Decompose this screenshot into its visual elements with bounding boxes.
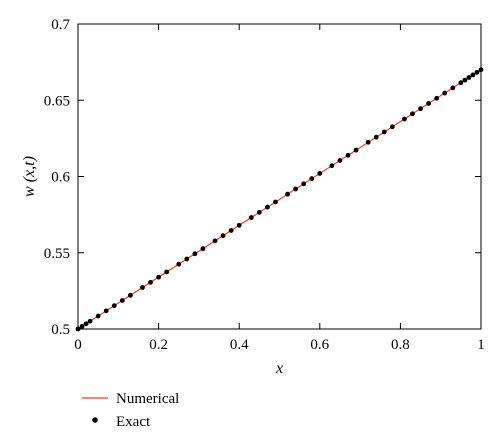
data-point-exact	[381, 129, 387, 135]
data-point-exact	[119, 298, 125, 303]
data-point-exact	[164, 269, 170, 275]
data-point-exact	[462, 77, 468, 83]
data-point-exact	[389, 124, 395, 130]
data-point-exact	[466, 75, 472, 80]
data-point-exact	[111, 303, 117, 309]
data-point-exact	[309, 176, 315, 182]
data-point-exact	[212, 238, 218, 244]
data-point-exact	[458, 80, 464, 86]
data-point-exact	[285, 191, 290, 197]
legend-dot-swatch	[92, 417, 98, 423]
data-point-exact	[79, 324, 85, 329]
x-axis-label: x	[275, 360, 283, 377]
data-point-exact	[418, 106, 423, 112]
data-point-exact	[265, 204, 270, 210]
y-tick-label: 0.5	[51, 322, 70, 338]
data-point-exact	[248, 215, 254, 220]
data-point-exact	[140, 285, 145, 290]
data-point-exact	[83, 321, 89, 327]
data-point-exact	[176, 261, 182, 267]
data-point-exact	[156, 274, 162, 280]
data-point-exact	[353, 147, 359, 153]
data-point-exact	[273, 199, 278, 205]
data-point-exact	[256, 209, 262, 215]
y-tick-label: 0.65	[44, 93, 70, 109]
data-point-exact	[301, 181, 307, 187]
data-point-exact	[474, 69, 480, 75]
axis-ticks: 0 0.2 0.4 0.6 0.8 1 0.5 0.55 0.6 0.65 0.7	[44, 17, 485, 353]
data-point-exact	[345, 152, 351, 158]
data-point-exact	[236, 222, 242, 228]
legend-label-numerical: Numerical	[116, 391, 179, 407]
x-tick-label: 1	[477, 337, 485, 353]
legend: Numerical Exact	[82, 391, 179, 430]
y-tick-label: 0.55	[44, 246, 70, 262]
plot-area	[75, 23, 484, 332]
data-point-exact	[220, 233, 226, 239]
data-point-exact	[373, 134, 379, 140]
data-point-exact	[470, 72, 476, 78]
data-point-exact	[450, 85, 456, 91]
data-point-exact	[192, 251, 198, 257]
data-point-exact	[329, 163, 335, 169]
x-tick-label: 0.2	[149, 337, 168, 353]
legend-label-exact: Exact	[116, 414, 151, 430]
data-point-exact	[410, 111, 415, 117]
data-point-exact	[127, 292, 133, 298]
y-tick-label: 0.7	[51, 17, 70, 33]
data-point-exact	[317, 171, 323, 176]
data-point-exact	[148, 279, 153, 285]
x-tick-label: 0	[74, 337, 82, 353]
data-point-exact	[200, 246, 206, 252]
x-tick-label: 0.4	[230, 337, 249, 353]
data-point-exact	[365, 139, 371, 145]
data-point-exact	[184, 256, 190, 262]
data-point-exact	[442, 90, 448, 96]
data-point-exact	[87, 318, 93, 324]
data-point-exact	[95, 313, 101, 319]
data-point-exact	[426, 101, 432, 106]
data-point-exact	[228, 228, 234, 233]
y-axis-label: w (x,t)	[21, 156, 38, 197]
data-point-exact	[478, 67, 484, 73]
data-point-exact	[402, 116, 407, 122]
plot-frame	[77, 23, 482, 330]
data-point-exact	[293, 186, 299, 192]
x-tick-label: 0.6	[310, 337, 329, 353]
y-tick-label: 0.6	[51, 170, 70, 186]
data-point-exact	[337, 158, 343, 163]
x-tick-label: 0.8	[391, 337, 410, 353]
data-point-exact	[434, 95, 440, 101]
data-point-exact	[103, 308, 109, 314]
